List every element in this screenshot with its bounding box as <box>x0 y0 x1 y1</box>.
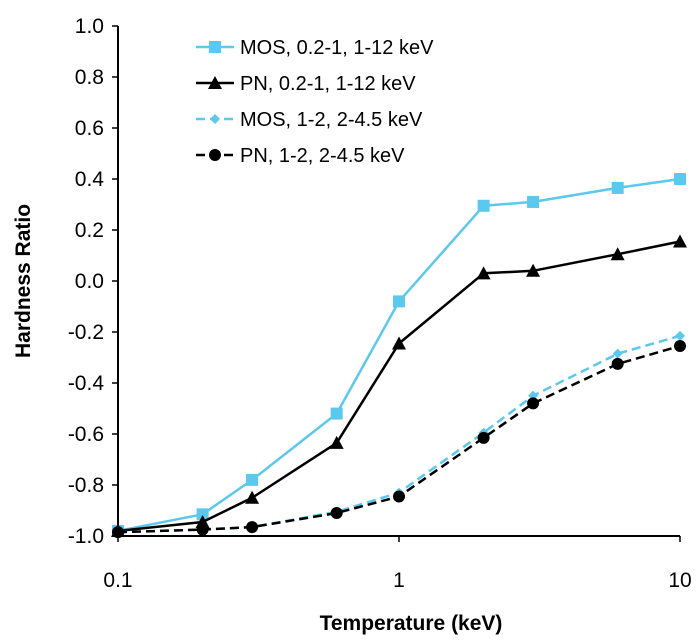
legend-label: MOS, 0.2-1, 1-12 keV <box>240 37 434 59</box>
data-point <box>612 348 623 359</box>
y-tick-label: 0.6 <box>75 117 104 140</box>
legend-marker <box>208 76 222 89</box>
y-tick-label: -0.2 <box>68 321 104 344</box>
y-axis-title: Hardness Ratio <box>12 204 35 358</box>
data-point <box>196 508 209 521</box>
data-point <box>477 199 490 212</box>
data-point <box>392 336 406 350</box>
x-tick-label: 10 <box>668 569 691 592</box>
series-line <box>117 177 681 533</box>
series-0 <box>112 173 686 537</box>
data-point <box>611 181 624 194</box>
data-point <box>330 407 343 420</box>
data-point <box>196 523 209 536</box>
data-point <box>611 357 624 370</box>
series-line <box>117 334 681 534</box>
data-point <box>245 490 260 504</box>
legend-label: PN, 0.2-1, 1-12 keV <box>240 73 416 95</box>
data-point <box>329 435 344 449</box>
y-tick-label: -0.6 <box>68 423 104 446</box>
data-point <box>393 490 405 503</box>
data-point <box>330 507 343 520</box>
legend-marker <box>209 149 221 161</box>
data-point <box>675 330 685 341</box>
data-point <box>246 521 259 534</box>
data-point <box>477 431 490 444</box>
data-point <box>393 295 405 308</box>
data-point <box>527 397 540 410</box>
y-tick-label: -0.4 <box>68 372 105 395</box>
legend-marker <box>209 41 221 53</box>
y-tick-label: 0.2 <box>75 219 104 242</box>
legend-marker <box>210 114 220 124</box>
legend: MOS, 0.2-1, 1-12 keV PN, 0.2-1, 1-12 keV M… <box>196 37 434 167</box>
y-tick-label: -1.0 <box>68 525 104 548</box>
series-3 <box>112 340 686 539</box>
series-line <box>117 240 681 533</box>
y-tick-label: 0.4 <box>75 168 105 191</box>
y-tick-label: 1.0 <box>75 15 104 38</box>
data-point <box>526 263 541 277</box>
series-line <box>117 344 681 534</box>
x-tick-label: 1 <box>393 569 405 592</box>
y-tick-label: 0.0 <box>75 270 104 293</box>
x-axis-title: Temperature (keV) <box>320 612 503 635</box>
legend-label: MOS, 1-2, 2-4.5 keV <box>240 109 423 131</box>
data-point <box>674 340 686 353</box>
data-point <box>673 234 687 248</box>
legend-label: PN, 1-2, 2-4.5 keV <box>240 145 405 167</box>
data-point <box>246 473 259 486</box>
y-tick-label: -0.8 <box>68 474 104 497</box>
series-2 <box>113 330 685 538</box>
data-point <box>674 173 686 185</box>
data-point <box>476 266 491 280</box>
x-tick-label: 0.1 <box>103 569 132 592</box>
data-point <box>610 247 625 261</box>
data-point <box>195 514 210 528</box>
y-tick-label: 0.8 <box>75 66 104 89</box>
data-point <box>527 195 540 208</box>
